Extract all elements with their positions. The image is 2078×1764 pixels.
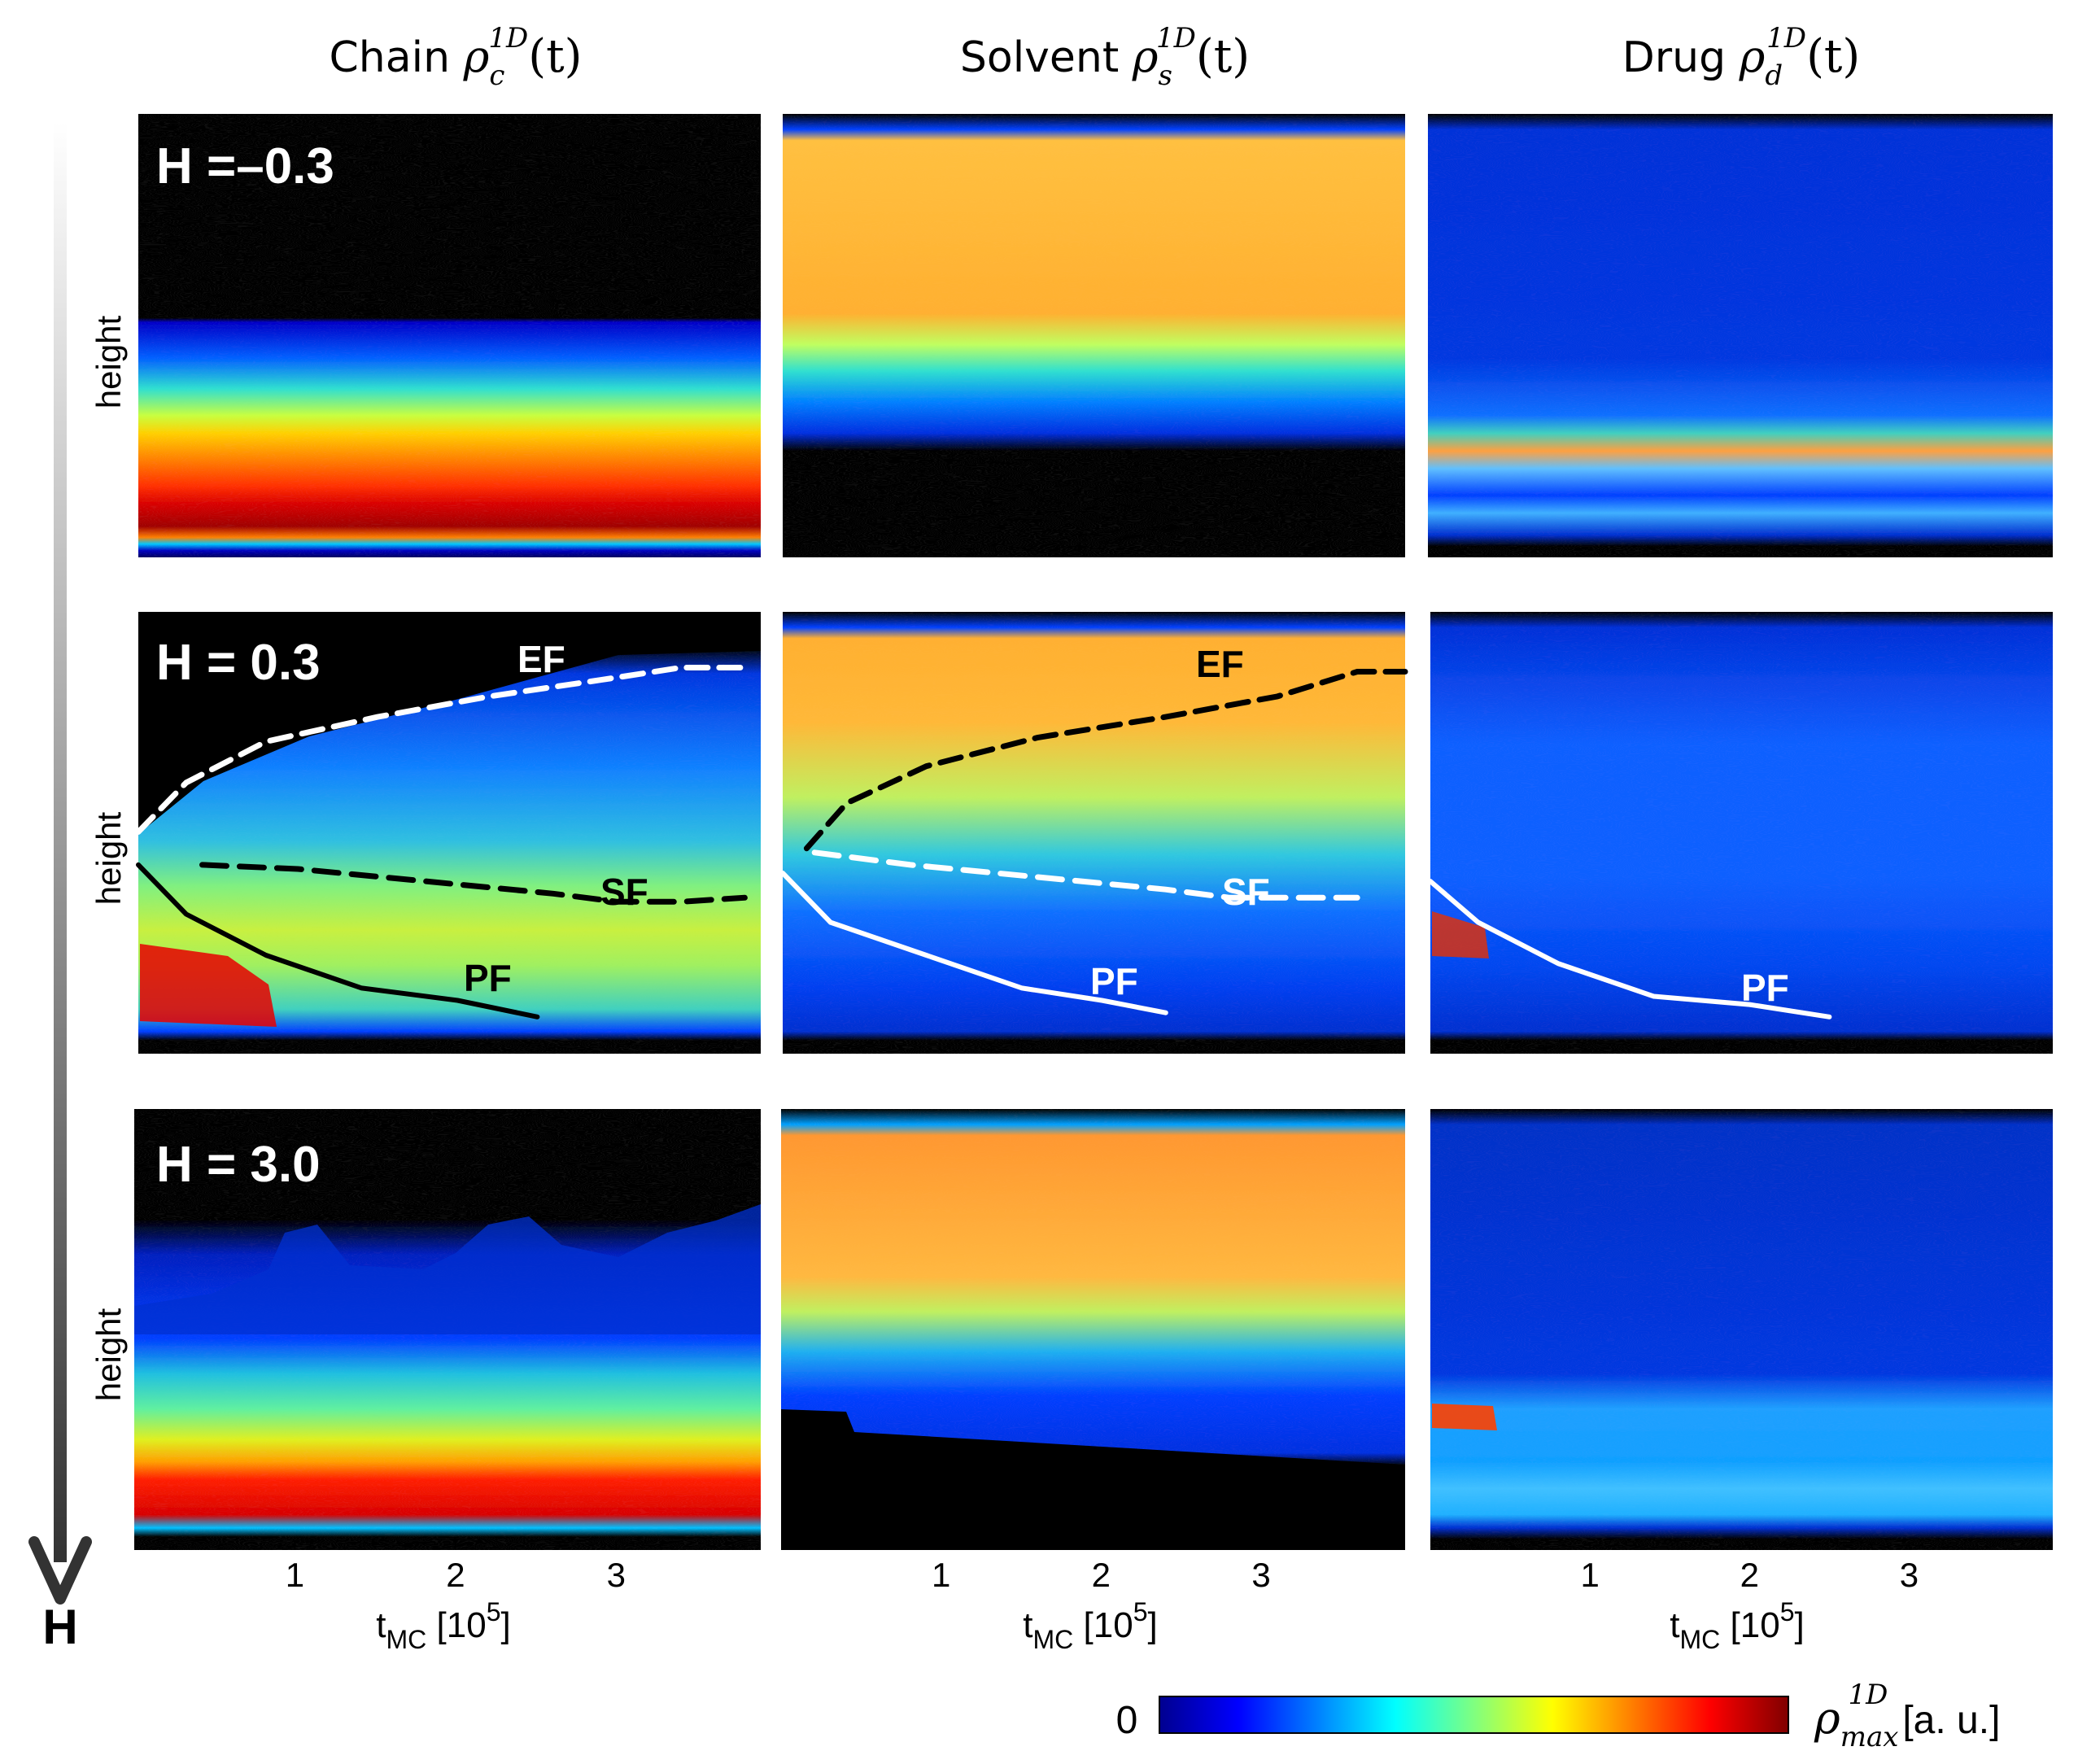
chain-pf-line: [136, 862, 540, 1020]
colorbar-max-label: ρmax1D[a. u.]: [1814, 1679, 2000, 1753]
chain-ef-label: EF: [517, 638, 565, 680]
panel-details: [134, 612, 1497, 1550]
drug-pf-line: [1428, 879, 1832, 1020]
heatmap-drug-row2: [1430, 612, 2053, 1054]
row-labels: H =–0.3 H = 0.3 H = 3.0: [156, 138, 334, 1193]
y-labels: height height height: [89, 315, 128, 1401]
solvent-row3-black-region: [781, 1409, 1405, 1550]
heatmap-grid: [134, 114, 2053, 1550]
chain-ef-line: [135, 665, 748, 835]
xtick-label-chain-1: 1: [286, 1556, 304, 1594]
h-arrow: H: [28, 122, 92, 1654]
xtick-label-drug-2: 2: [1740, 1556, 1759, 1594]
xlabel-drug: tMC [105]: [1670, 1597, 1804, 1654]
xlabel-solvent: tMC [105]: [1023, 1597, 1157, 1654]
row-label-1: H =–0.3: [156, 138, 334, 194]
solvent-ef-label: EF: [1196, 643, 1244, 685]
solvent-pf-label: PF: [1090, 960, 1138, 1002]
xtick-label-chain-3: 3: [607, 1556, 626, 1594]
xtick-label-solvent-1: 1: [932, 1556, 950, 1594]
h-arrow-label: H: [42, 1600, 77, 1654]
colorbar-min-label: 0: [1116, 1699, 1138, 1742]
column-title-solvent: Solvent ρs1D(t): [960, 22, 1250, 92]
colorbar: 0 ρmax1D[a. u.]: [1116, 1679, 2001, 1753]
heatmap-drug-row3: [1430, 1109, 2053, 1550]
solvent-sf-line: [811, 849, 1360, 901]
heatmap-solvent-row1: [783, 114, 1405, 557]
heatmap-drug-row1: [1428, 114, 2053, 557]
xtick-label-drug-3: 3: [1900, 1556, 1919, 1594]
column-title-drug: Drug ρd1D(t): [1622, 22, 1861, 92]
solvent-ef-line: [803, 669, 1408, 852]
heatmap-chain-row1: [138, 114, 761, 557]
row-label-3: H = 3.0: [156, 1137, 321, 1193]
front-labels: EF SF PF EF SF PF PF: [464, 638, 1789, 1009]
drug-row2-red-spot: [1432, 911, 1489, 958]
h-arrow-head: [28, 1536, 92, 1605]
x-labels: tMC [105] tMC [105] tMC [105]: [376, 1597, 1804, 1654]
xtick-label-drug-1: 1: [1580, 1556, 1599, 1594]
chain-row2-dark-region: [138, 612, 761, 834]
xtick-label-solvent-3: 3: [1251, 1556, 1270, 1594]
xlabel-chain: tMC [105]: [376, 1597, 510, 1654]
row-label-2: H = 0.3: [156, 635, 321, 691]
xtick-label-solvent-2: 2: [1092, 1556, 1111, 1594]
solvent-sf-label: SF: [1222, 871, 1270, 913]
heatmap-solvent-row2: [783, 612, 1405, 1054]
x-ticks: 1 2 3 1 2 3 1 2 3: [286, 1542, 1919, 1594]
drug-pf-label: PF: [1741, 967, 1789, 1009]
ylabel-row3: height: [89, 1308, 128, 1401]
column-titles: Chain ρc1D(t) Solvent ρs1D(t) Drug ρd1D(…: [330, 22, 1861, 92]
chain-sf-line: [199, 862, 748, 905]
column-title-chain: Chain ρc1D(t): [330, 22, 583, 92]
solvent-pf-line: [780, 871, 1168, 1015]
chain-row2-red-wedge: [140, 944, 277, 1027]
xtick-label-chain-2: 2: [446, 1556, 465, 1594]
chain-pf-label: PF: [464, 957, 512, 999]
ylabel-row1: height: [89, 315, 128, 408]
h-arrow-shaft: [54, 122, 67, 1562]
drug-row3-red-spot: [1432, 1404, 1497, 1430]
colorbar-gradient: [1159, 1696, 1789, 1734]
chain-sf-label: SF: [600, 871, 648, 913]
chain-row3-blue-fringe: [134, 1204, 761, 1334]
ylabel-row2: height: [89, 811, 128, 905]
front-lines: [135, 665, 1832, 1020]
